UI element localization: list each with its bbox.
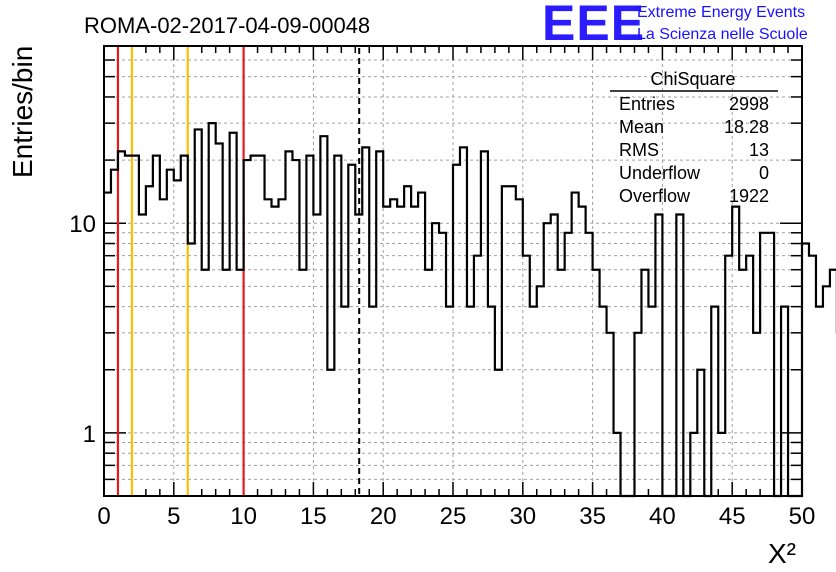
eee-logo: EEE Extreme Energy Events La Scienza nel…	[542, 0, 808, 51]
stats-entries-value: 2998	[729, 94, 769, 114]
logo-line-2: La Scienza nelle Scuole	[637, 26, 808, 43]
stats-mean-label: Mean	[619, 117, 664, 137]
y-axis-label: Entries/bin	[7, 46, 38, 178]
x-tick-label: 5	[167, 503, 180, 530]
logo-line-1: Extreme Energy Events	[637, 4, 805, 21]
y-tick-label: 1	[83, 421, 96, 448]
x-axis-label: X²	[768, 538, 796, 569]
stats-title: ChiSquare	[650, 69, 735, 89]
x-tick-label: 10	[230, 503, 257, 530]
stats-overflow-label: Overflow	[619, 186, 691, 206]
x-tick-label: 25	[440, 503, 467, 530]
histogram-outline	[104, 122, 836, 498]
x-tick-label: 15	[300, 503, 327, 530]
marker-lines	[116, 46, 361, 496]
stats-box: ChiSquare Entries 2998 Mean 18.28 RMS 13…	[610, 69, 778, 206]
x-tick-label: 35	[579, 503, 606, 530]
x-tick-labels: 0 5 10 15 20 25 30 35 40 45 50	[97, 503, 815, 530]
y-tick-label: 10	[69, 211, 96, 238]
x-tick-label: 45	[719, 503, 746, 530]
x-tick-label: 0	[97, 503, 110, 530]
y-tick-labels: 1 10	[69, 211, 96, 448]
x-tick-label: 30	[509, 503, 536, 530]
stats-underflow-value: 0	[759, 163, 769, 183]
stats-rms-label: RMS	[619, 140, 659, 160]
stats-mean-value: 18.28	[724, 117, 769, 137]
chart-title: ROMA-02-2017-04-09-00048	[84, 13, 370, 38]
logo-letters: EEE	[542, 0, 645, 51]
x-tick-label: 50	[789, 503, 816, 530]
stats-rms-value: 13	[749, 140, 769, 160]
stats-entries-label: Entries	[619, 94, 675, 114]
stats-underflow-label: Underflow	[619, 163, 701, 183]
x-tick-label: 20	[370, 503, 397, 530]
x-tick-label: 40	[649, 503, 676, 530]
stats-overflow-value: 1922	[729, 186, 769, 206]
plot-frame	[103, 45, 803, 497]
